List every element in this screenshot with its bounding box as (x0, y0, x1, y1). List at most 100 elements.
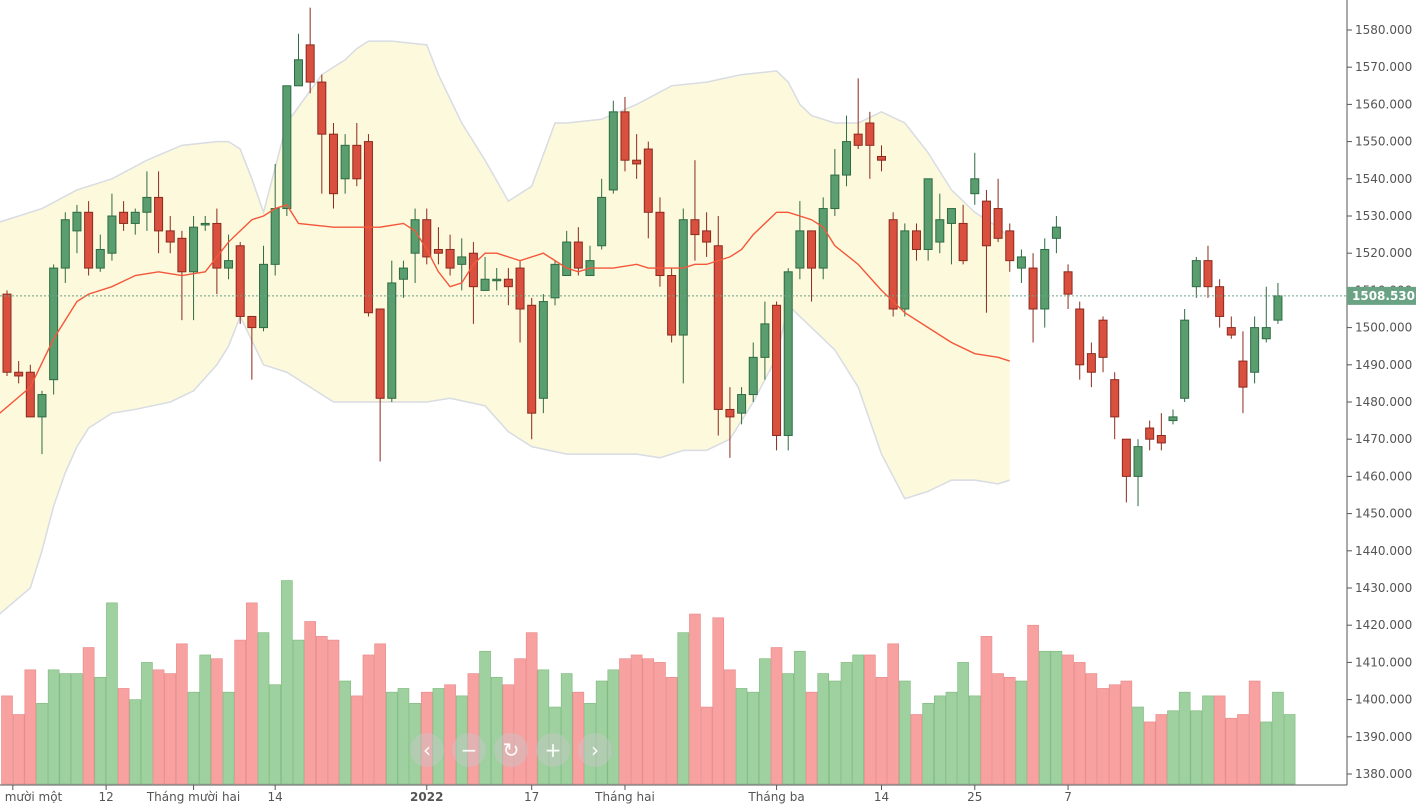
candle[interactable] (1133, 439, 1143, 507)
candle[interactable] (398, 260, 408, 298)
candle[interactable] (142, 171, 152, 231)
candle[interactable] (1110, 372, 1120, 440)
candle[interactable] (1145, 420, 1155, 451)
candle[interactable] (760, 301, 770, 380)
candle[interactable] (37, 390, 47, 455)
candle[interactable] (14, 361, 24, 384)
candle[interactable] (1215, 279, 1225, 328)
candle[interactable] (620, 96, 630, 172)
candle[interactable] (993, 178, 1003, 243)
candle[interactable] (923, 178, 933, 261)
candle[interactable] (608, 100, 618, 194)
candle[interactable] (95, 234, 105, 272)
candle[interactable] (480, 256, 490, 291)
candle[interactable] (515, 260, 525, 343)
candle[interactable] (1063, 264, 1073, 309)
candle[interactable] (807, 230, 817, 302)
candle[interactable] (165, 216, 175, 254)
candle[interactable] (84, 201, 94, 276)
candle[interactable] (1051, 216, 1061, 254)
candle[interactable] (492, 268, 502, 291)
scroll-left-button[interactable]: ‹ (410, 733, 444, 767)
candle[interactable] (305, 7, 315, 94)
candle[interactable] (433, 227, 443, 265)
candle[interactable] (725, 387, 735, 458)
candle[interactable] (900, 223, 910, 317)
scroll-right-button[interactable]: › (578, 733, 612, 767)
candle[interactable] (375, 308, 385, 462)
candle[interactable] (527, 297, 537, 440)
candle[interactable] (690, 160, 700, 261)
candle[interactable] (573, 227, 583, 276)
candle[interactable] (1250, 316, 1260, 384)
candle[interactable] (818, 197, 828, 280)
candle[interactable] (911, 223, 921, 261)
candle[interactable] (667, 268, 677, 343)
zoom-in-button[interactable]: + (536, 733, 570, 767)
candle[interactable] (737, 387, 747, 425)
candle[interactable] (1075, 301, 1085, 380)
candle[interactable] (25, 364, 35, 418)
candle[interactable] (49, 264, 59, 395)
candle[interactable] (1261, 286, 1271, 343)
candle[interactable] (445, 234, 455, 276)
candle[interactable] (200, 216, 210, 231)
candle[interactable] (247, 315, 257, 380)
reset-zoom-button[interactable]: ↻ (494, 733, 528, 767)
candle[interactable] (340, 134, 350, 194)
candle[interactable] (958, 204, 968, 265)
candle[interactable] (503, 268, 513, 306)
candle[interactable] (1203, 245, 1213, 298)
candle[interactable] (1098, 316, 1108, 373)
candle[interactable] (154, 171, 164, 254)
candle[interactable] (119, 201, 129, 231)
candle[interactable] (294, 33, 303, 87)
candle[interactable] (795, 201, 805, 280)
candle[interactable] (422, 208, 432, 265)
candle[interactable] (702, 212, 712, 257)
candle[interactable] (1226, 316, 1236, 339)
candle[interactable] (1273, 282, 1283, 324)
candle[interactable] (655, 197, 665, 287)
candle[interactable] (189, 216, 199, 321)
candle[interactable] (877, 145, 886, 172)
candle[interactable] (748, 342, 758, 402)
candle[interactable] (1156, 413, 1166, 451)
candle[interactable] (259, 245, 269, 332)
candle[interactable] (1180, 309, 1190, 402)
candle[interactable] (1168, 409, 1178, 425)
candle[interactable] (72, 204, 82, 254)
candle[interactable] (538, 294, 548, 414)
candle[interactable] (678, 208, 688, 384)
candle[interactable] (1005, 223, 1015, 272)
candle[interactable] (130, 208, 140, 235)
candle[interactable] (1121, 438, 1131, 503)
candle[interactable] (842, 115, 852, 187)
candle[interactable] (1040, 238, 1050, 328)
candle[interactable] (282, 85, 292, 216)
candle[interactable] (783, 268, 793, 451)
candle[interactable] (772, 301, 782, 451)
candle[interactable] (981, 189, 991, 313)
candle[interactable] (970, 152, 980, 205)
candle[interactable] (352, 123, 362, 187)
candle[interactable] (387, 260, 397, 402)
candle[interactable] (632, 134, 642, 179)
candle[interactable] (888, 212, 898, 317)
candle[interactable] (2, 290, 12, 376)
candle[interactable] (1086, 342, 1096, 388)
candle[interactable] (328, 123, 338, 209)
candle[interactable] (597, 178, 607, 250)
candle[interactable] (946, 208, 956, 265)
candle[interactable] (550, 260, 560, 306)
candle[interactable] (562, 230, 572, 277)
candle[interactable] (107, 193, 117, 261)
candle[interactable] (865, 111, 875, 179)
candle[interactable] (212, 208, 222, 295)
candle[interactable] (317, 74, 327, 194)
candle[interactable] (363, 134, 373, 317)
candle[interactable] (60, 212, 70, 283)
candle[interactable] (643, 141, 653, 239)
